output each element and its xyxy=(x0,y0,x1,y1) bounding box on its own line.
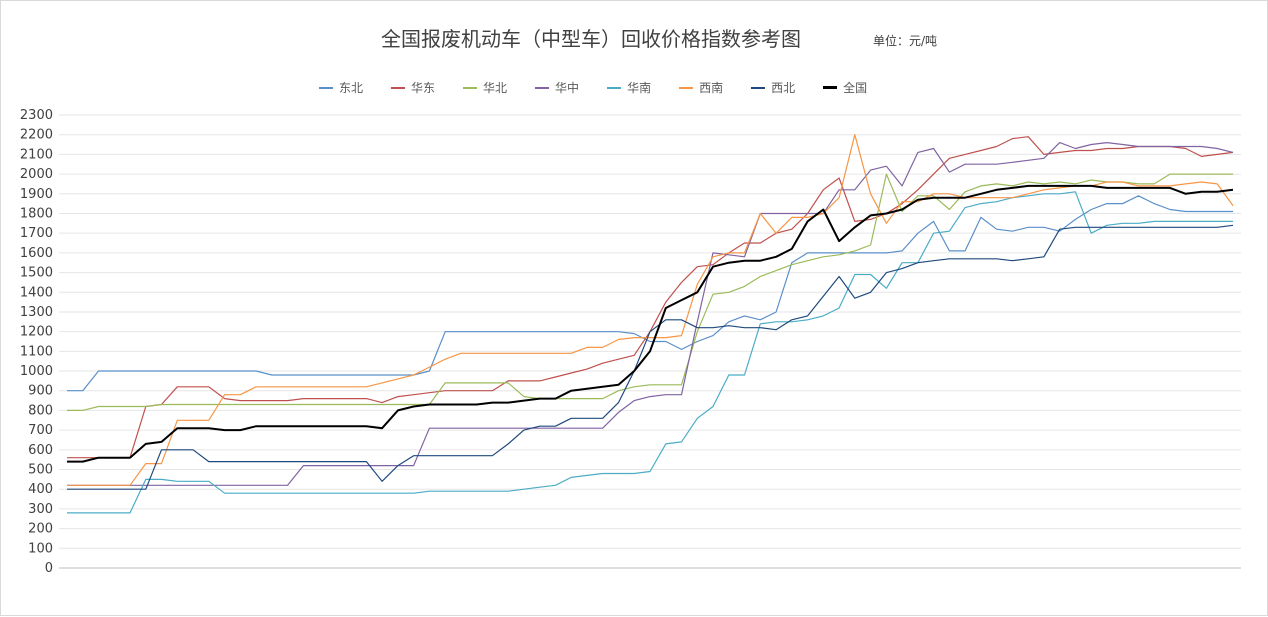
legend-swatch xyxy=(319,86,333,89)
y-tick-label: 200 xyxy=(28,522,53,537)
legend-label: 华东 xyxy=(411,81,436,95)
y-tick-label: 0 xyxy=(45,561,53,576)
legend-item-6: 西北 xyxy=(751,79,795,96)
legend-label: 全国 xyxy=(843,81,868,95)
series-line-7 xyxy=(67,184,1234,463)
y-tick-label: 100 xyxy=(28,541,53,556)
legend-item-1: 华东 xyxy=(391,79,435,96)
series-line-4 xyxy=(67,191,1233,514)
legend-swatch xyxy=(679,86,694,89)
legend-swatch xyxy=(391,86,406,89)
series-line-0 xyxy=(67,195,1233,392)
y-tick-label: 700 xyxy=(28,423,53,438)
y-tick-label: 900 xyxy=(28,384,53,399)
legend-swatch xyxy=(535,86,550,89)
y-tick-label: 400 xyxy=(28,482,53,497)
series-line-5 xyxy=(67,134,1234,486)
y-tick-label: 1500 xyxy=(20,266,53,281)
legend-swatch xyxy=(823,86,838,89)
legend-label: 华北 xyxy=(483,81,508,95)
y-tick-label: 600 xyxy=(28,443,53,458)
legend-item-3: 华中 xyxy=(535,79,579,96)
y-tick-label: 1700 xyxy=(20,226,53,241)
series-line-2 xyxy=(67,173,1233,411)
legend-item-5: 西南 xyxy=(679,79,723,96)
series-line-1 xyxy=(67,136,1234,459)
chart-title: 全国报废机动车（中型车）回收价格指数参考图 xyxy=(381,27,801,51)
series-line-6 xyxy=(67,224,1234,490)
unit-label: 单位：元/吨 xyxy=(873,34,938,48)
legend-swatch xyxy=(463,86,478,89)
legend-item-4: 华南 xyxy=(607,79,651,96)
y-tick-label: 500 xyxy=(28,463,53,478)
legend-item-7: 全国 xyxy=(823,79,867,96)
legend-label: 东北 xyxy=(339,81,364,95)
y-tick-label: 1200 xyxy=(20,325,53,340)
y-tick-label: 1800 xyxy=(20,206,53,221)
y-tick-label: 2000 xyxy=(20,167,53,182)
y-tick-label: 1400 xyxy=(20,285,53,300)
y-tick-label: 1100 xyxy=(20,344,53,359)
y-tick-label: 1600 xyxy=(20,246,53,261)
legend-swatch xyxy=(751,86,766,89)
legend-label: 华南 xyxy=(627,81,652,95)
y-tick-label: 300 xyxy=(28,502,53,517)
legend-label: 西北 xyxy=(771,81,796,95)
y-tick-label: 1900 xyxy=(20,187,53,202)
legend-label: 华中 xyxy=(555,81,580,95)
y-tick-label: 2100 xyxy=(20,147,53,162)
legend: 东北 华东 华北 华中 华南 西南 西北 全国 xyxy=(319,79,867,96)
y-tick-label: 800 xyxy=(28,403,53,418)
y-tick-label: 2300 xyxy=(20,108,53,123)
legend-label: 西南 xyxy=(699,81,724,95)
series-line-3 xyxy=(67,142,1234,486)
y-tick-label: 1000 xyxy=(20,364,53,379)
legend-swatch xyxy=(607,86,622,89)
legend-item-2: 华北 xyxy=(463,79,507,96)
y-tick-label: 1300 xyxy=(20,305,53,320)
y-tick-label: 2200 xyxy=(20,128,53,143)
legend-item-0: 东北 xyxy=(319,79,363,96)
